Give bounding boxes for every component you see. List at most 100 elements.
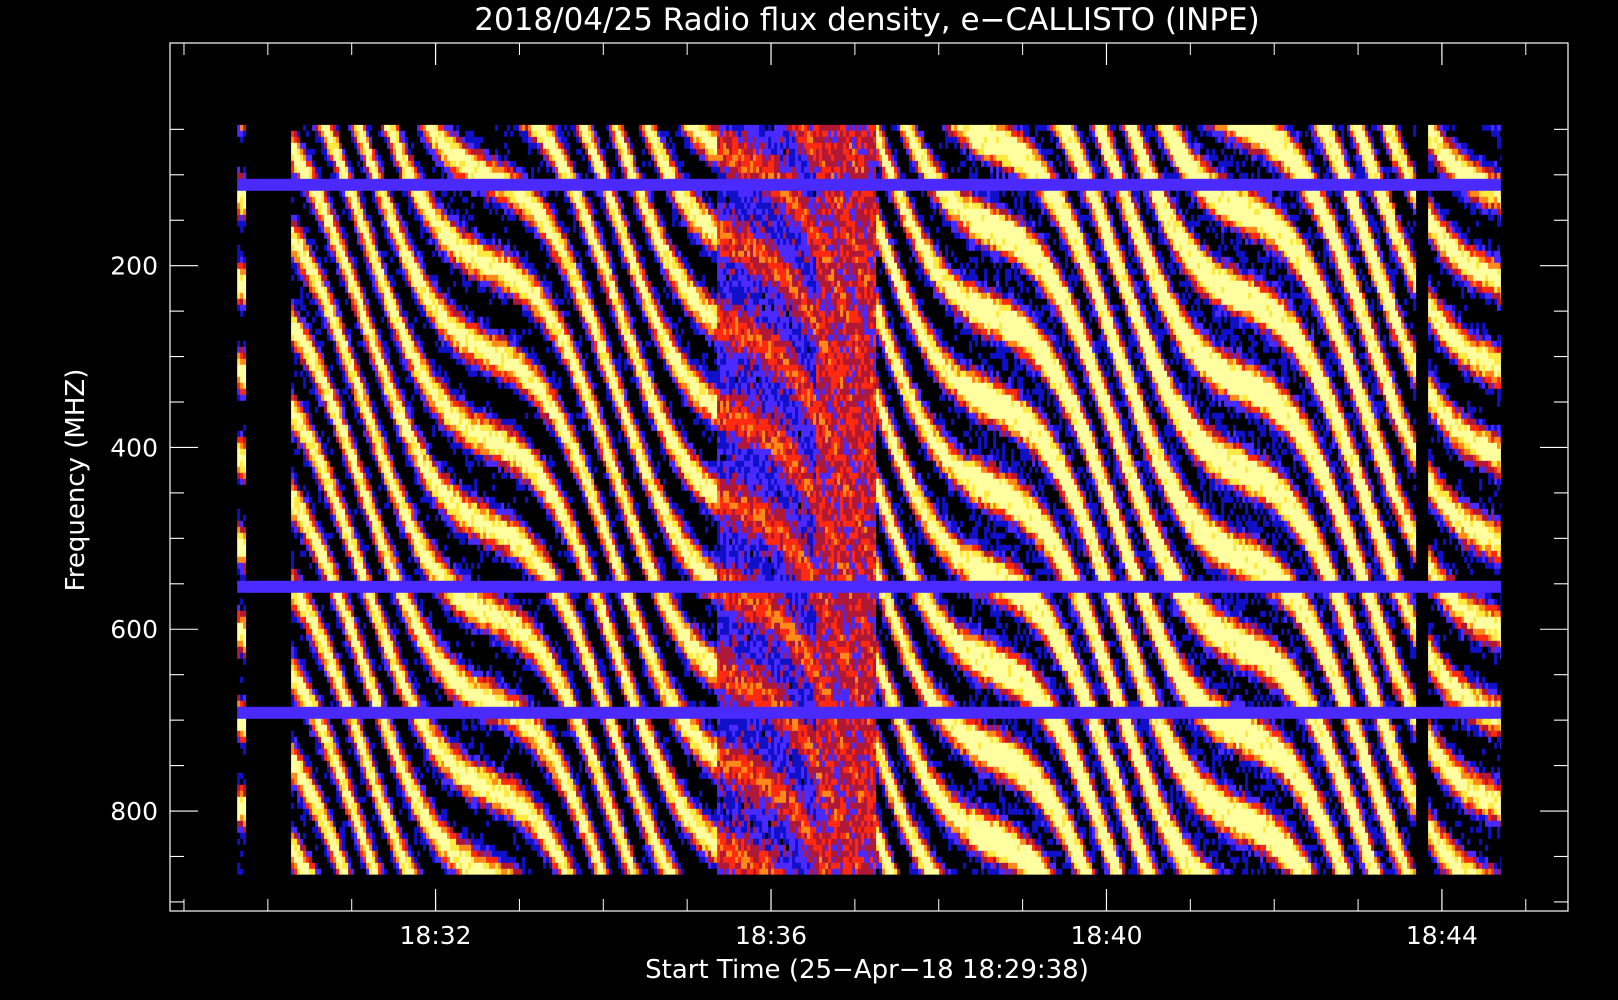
- heatmap-cell: [258, 479, 262, 486]
- heatmap-cell: [267, 383, 271, 390]
- heatmap-cell: [261, 347, 265, 354]
- heatmap-cell: [258, 545, 262, 552]
- heatmap-cell: [249, 443, 253, 450]
- heatmap-cell: [246, 191, 250, 198]
- heatmap-cell: [261, 287, 265, 294]
- heatmap-cell: [240, 467, 244, 474]
- heatmap-cell: [243, 791, 247, 798]
- heatmap-cell: [255, 281, 259, 288]
- heatmap-cell: [243, 737, 247, 744]
- heatmap-cell: [249, 365, 253, 372]
- heatmap-cell: [276, 263, 280, 270]
- heatmap-cell: [258, 125, 262, 132]
- heatmap-cell: [264, 713, 268, 720]
- heatmap-cell: [276, 341, 280, 348]
- heatmap-cell: [273, 407, 277, 414]
- heatmap-cell: [255, 275, 259, 282]
- heatmap-cell: [267, 197, 271, 204]
- heatmap-cell: [237, 521, 241, 528]
- heatmap-cell: [246, 383, 250, 390]
- heatmap-cell: [255, 575, 259, 582]
- heatmap-cell: [240, 221, 244, 228]
- heatmap-cell: [267, 749, 271, 756]
- heatmap-cell: [237, 869, 241, 876]
- heatmap-cell: [237, 797, 241, 804]
- heatmap-cell: [261, 383, 265, 390]
- heatmap-cell: [258, 437, 262, 444]
- heatmap-cell: [267, 215, 271, 222]
- heatmap-cell: [249, 227, 253, 234]
- heatmap-cell: [273, 533, 277, 540]
- heatmap-cell: [249, 665, 253, 672]
- heatmap-cell: [264, 281, 268, 288]
- heatmap-cell: [273, 137, 277, 144]
- heatmap-cell: [246, 293, 250, 300]
- heatmap-cell: [273, 185, 277, 192]
- heatmap-cell: [252, 731, 256, 738]
- heatmap-cell: [249, 149, 253, 156]
- heatmap-cell: [246, 215, 250, 222]
- heatmap-cell: [276, 683, 280, 690]
- heatmap-cell: [255, 749, 259, 756]
- heatmap-cell: [270, 395, 274, 402]
- heatmap-cell: [273, 563, 277, 570]
- heatmap-cell: [273, 377, 277, 384]
- heatmap-cell: [261, 521, 265, 528]
- heatmap-cell: [255, 263, 259, 270]
- heatmap-cell: [267, 431, 271, 438]
- heatmap-cell: [240, 833, 244, 840]
- heatmap-cell: [261, 497, 265, 504]
- heatmap-cell: [273, 437, 277, 444]
- heatmap-cell: [276, 191, 280, 198]
- heatmap-cell: [252, 365, 256, 372]
- heatmap-cell: [270, 695, 274, 702]
- heatmap-cell: [276, 407, 280, 414]
- heatmap-cell: [252, 317, 256, 324]
- heatmap-cell: [246, 839, 250, 846]
- heatmap-cell: [246, 245, 250, 252]
- heatmap-cell: [279, 191, 283, 198]
- heatmap-cell: [252, 845, 256, 852]
- heatmap-cell: [270, 449, 274, 456]
- heatmap-cell: [264, 533, 268, 540]
- heatmap-cell: [273, 227, 277, 234]
- heatmap-cell: [279, 311, 283, 318]
- heatmap-cell: [246, 125, 250, 132]
- heatmap-cell: [264, 137, 268, 144]
- heatmap-cell: [237, 581, 241, 588]
- heatmap-cell: [255, 797, 259, 804]
- heatmap-cell: [258, 455, 262, 462]
- heatmap-cell: [261, 641, 265, 648]
- heatmap-cell: [261, 167, 265, 174]
- heatmap-cell: [264, 605, 268, 612]
- heatmap-cell: [249, 455, 253, 462]
- heatmap-cell: [258, 137, 262, 144]
- heatmap-cell: [255, 347, 259, 354]
- heatmap-cell: [261, 251, 265, 257]
- heatmap-cell: [240, 281, 244, 288]
- heatmap-cell: [264, 677, 268, 684]
- heatmap-cell: [267, 719, 271, 726]
- heatmap-cell: [264, 191, 268, 198]
- heatmap-cell: [273, 629, 277, 636]
- heatmap-cell: [249, 329, 253, 336]
- heatmap-cell: [273, 245, 277, 252]
- heatmap-cell: [264, 293, 268, 300]
- heatmap-cell: [243, 845, 247, 852]
- heatmap-cell: [261, 611, 265, 618]
- heatmap-cell: [237, 827, 241, 834]
- heatmap-cell: [267, 143, 271, 150]
- heatmap-cell: [246, 143, 250, 150]
- heatmap-cell: [255, 203, 259, 210]
- heatmap-cell: [258, 359, 262, 366]
- heatmap-cell: [255, 569, 259, 576]
- heatmap-cell: [267, 509, 271, 515]
- heatmap-cell: [279, 281, 283, 288]
- heatmap-cell: [237, 383, 241, 390]
- heatmap-cell: [264, 161, 268, 168]
- heatmap-cell: [264, 203, 268, 210]
- heatmap-cell: [243, 323, 247, 330]
- heatmap-cell: [261, 575, 265, 582]
- heatmap-cell: [258, 641, 262, 648]
- heatmap-cell: [264, 623, 268, 630]
